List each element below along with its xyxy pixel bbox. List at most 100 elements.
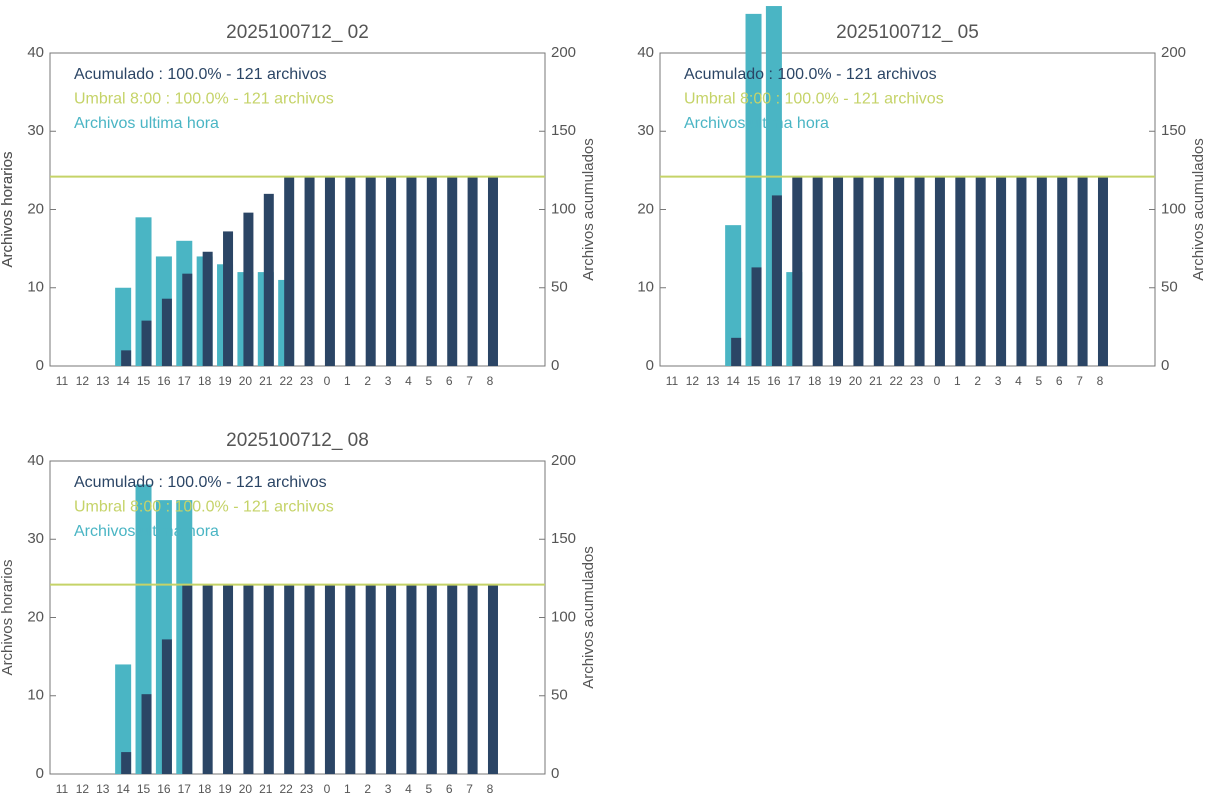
- x-tick-label: 17: [788, 374, 802, 388]
- y-tick-label: 10: [27, 279, 44, 296]
- x-tick-label: 11: [56, 374, 69, 388]
- bar: [202, 251, 213, 366]
- y2-tick-label: 100: [1161, 200, 1186, 217]
- bar: [121, 752, 132, 774]
- x-tick-label: 14: [116, 374, 130, 388]
- x-tick-label: 17: [178, 374, 192, 388]
- legend-entry: Archivos ultima hora: [684, 115, 829, 132]
- x-tick-label: 1: [954, 374, 961, 388]
- y-axis-title: Archivos horarios: [0, 152, 16, 268]
- x-tick-label: 20: [849, 374, 863, 388]
- legend-entry: Archivos ultima hora: [74, 115, 219, 132]
- legend-entry: Umbral 8:00 : 100.0% - 121 archivos: [684, 91, 944, 108]
- bar: [243, 212, 254, 366]
- x-tick-label: 2: [364, 374, 371, 388]
- x-tick-label: 20: [239, 782, 253, 796]
- x-tick-label: 23: [300, 782, 314, 796]
- y2-tick-label: 50: [1161, 279, 1178, 296]
- bar: [996, 176, 1007, 366]
- x-tick-label: 0: [324, 374, 331, 388]
- x-tick-label: 20: [239, 374, 253, 388]
- bar: [447, 176, 458, 366]
- y-tick-label: 0: [36, 765, 44, 782]
- x-tick-label: 0: [934, 374, 941, 388]
- bar: [1036, 176, 1047, 366]
- bar: [141, 320, 152, 366]
- chart-title: 2025100712_ 08: [226, 430, 369, 451]
- x-tick-label: 15: [137, 374, 151, 388]
- bar: [873, 176, 884, 366]
- bar: [263, 193, 274, 366]
- y-tick-label: 30: [27, 530, 44, 547]
- x-tick-label: 7: [1076, 374, 1083, 388]
- y-tick-label: 40: [637, 44, 654, 61]
- bar: [833, 176, 844, 366]
- x-tick-label: 6: [1056, 374, 1063, 388]
- x-tick-label: 14: [116, 782, 130, 796]
- bar: [365, 584, 376, 774]
- bar: [223, 584, 234, 774]
- bar: [853, 176, 864, 366]
- x-tick-label: 23: [910, 374, 924, 388]
- x-tick-label: 13: [96, 374, 110, 388]
- y-axis-title: Archivos horarios: [0, 152, 16, 268]
- x-tick-label: 3: [385, 374, 392, 388]
- chart-title: 2025100712_ 05: [836, 22, 979, 43]
- bar: [115, 664, 132, 774]
- y2-axis-title: Archivos acumulados: [580, 138, 597, 281]
- x-tick-label: 19: [218, 374, 232, 388]
- x-tick-label: 21: [259, 782, 273, 796]
- x-tick-label: 13: [706, 374, 720, 388]
- x-tick-label: 22: [890, 374, 904, 388]
- x-tick-label: 18: [808, 374, 822, 388]
- y2-axis-title: Archivos acumulados: [580, 546, 597, 689]
- x-tick-label: 8: [1097, 374, 1104, 388]
- y-tick-label: 20: [637, 200, 654, 217]
- y-tick-label: 10: [27, 687, 44, 704]
- bar: [161, 639, 172, 774]
- x-tick-label: 1: [344, 782, 351, 796]
- y-tick-label: 0: [646, 357, 654, 374]
- chart-title: 2025100712_ 02: [226, 22, 369, 43]
- x-tick-label: 14: [726, 374, 740, 388]
- x-tick-label: 15: [747, 374, 761, 388]
- legend-entry: Acumulado : 100.0% - 121 archivos: [74, 66, 327, 83]
- x-tick-label: 13: [96, 782, 110, 796]
- bar: [284, 584, 295, 774]
- bar: [467, 584, 478, 774]
- x-tick-label: 6: [446, 782, 453, 796]
- x-tick-label: 16: [157, 374, 171, 388]
- y2-tick-label: 50: [551, 687, 568, 704]
- bar: [161, 298, 172, 366]
- bar: [406, 584, 417, 774]
- bar: [426, 176, 437, 366]
- legend-entry: Acumulado : 100.0% - 121 archivos: [74, 474, 327, 491]
- bar: [284, 176, 295, 366]
- bar: [141, 694, 152, 774]
- bar: [202, 584, 213, 774]
- x-tick-label: 18: [198, 374, 212, 388]
- x-tick-label: 11: [56, 782, 69, 796]
- x-tick-label: 4: [405, 782, 412, 796]
- x-tick-label: 6: [446, 374, 453, 388]
- y2-tick-label: 50: [551, 279, 568, 296]
- x-tick-label: 2: [974, 374, 981, 388]
- x-tick-label: 21: [259, 374, 273, 388]
- y2-axis-title: Archivos acumulados: [1190, 138, 1206, 281]
- x-tick-label: 8: [487, 782, 494, 796]
- y2-tick-label: 150: [551, 530, 576, 547]
- x-tick-label: 22: [280, 782, 294, 796]
- bar: [386, 176, 397, 366]
- x-tick-label: 7: [466, 374, 473, 388]
- bar: [263, 584, 274, 774]
- y-tick-label: 40: [27, 44, 44, 61]
- x-tick-label: 8: [487, 374, 494, 388]
- x-tick-label: 12: [76, 782, 90, 796]
- bar: [894, 176, 905, 366]
- bar: [223, 231, 234, 366]
- x-tick-label: 7: [466, 782, 473, 796]
- y2-tick-label: 0: [551, 765, 559, 782]
- x-tick-label: 2: [364, 782, 371, 796]
- x-tick-label: 21: [869, 374, 883, 388]
